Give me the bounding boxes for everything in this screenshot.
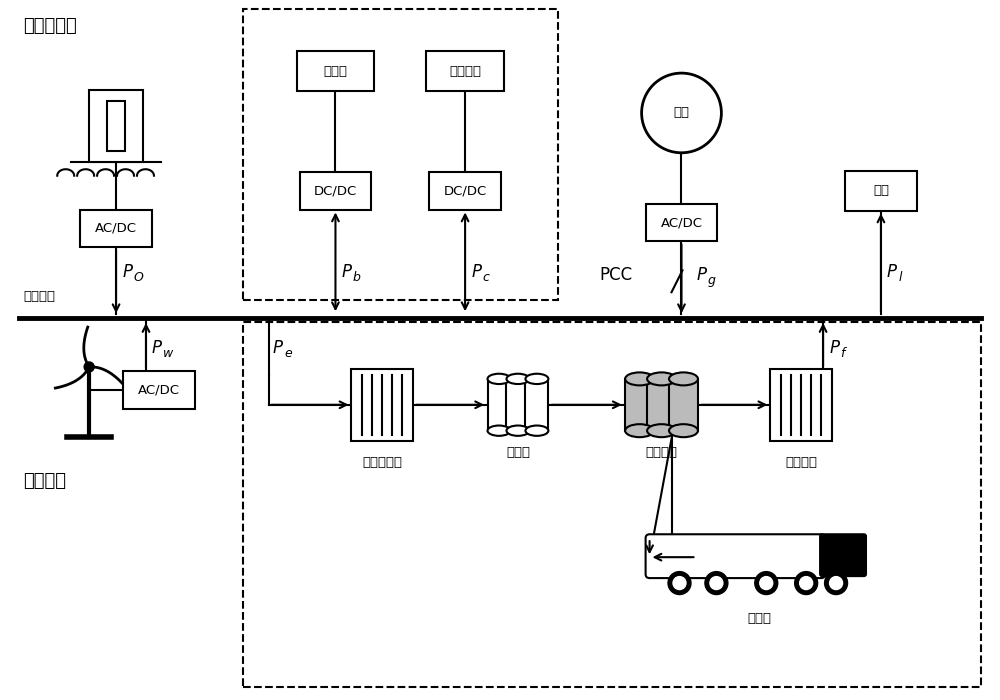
FancyBboxPatch shape — [625, 379, 654, 430]
Ellipse shape — [625, 424, 654, 438]
Text: 超级电容: 超级电容 — [449, 64, 481, 78]
Ellipse shape — [488, 374, 510, 384]
Ellipse shape — [625, 372, 654, 386]
Ellipse shape — [506, 374, 529, 384]
Text: AC/DC: AC/DC — [95, 222, 137, 235]
Text: P: P — [341, 263, 351, 281]
Text: 锂电池: 锂电池 — [323, 64, 347, 78]
Text: 海洋能发电: 海洋能发电 — [23, 18, 77, 35]
FancyBboxPatch shape — [80, 209, 152, 247]
Ellipse shape — [669, 372, 698, 386]
Circle shape — [668, 572, 691, 594]
Text: c: c — [483, 272, 489, 284]
Text: 液氢存储: 液氢存储 — [646, 446, 678, 459]
Text: 碱性电解槽: 碱性电解槽 — [362, 456, 402, 469]
Text: 直流母线: 直流母线 — [23, 290, 55, 303]
Text: 电网: 电网 — [673, 106, 689, 120]
Text: AC/DC: AC/DC — [660, 216, 702, 229]
Ellipse shape — [669, 424, 698, 438]
Ellipse shape — [647, 424, 676, 438]
FancyBboxPatch shape — [351, 369, 413, 440]
Text: 负载: 负载 — [873, 184, 889, 197]
FancyBboxPatch shape — [820, 534, 866, 576]
Circle shape — [755, 572, 778, 594]
Ellipse shape — [525, 426, 548, 436]
Text: PCC: PCC — [600, 266, 633, 284]
FancyBboxPatch shape — [506, 379, 529, 430]
Circle shape — [800, 577, 813, 589]
Ellipse shape — [525, 374, 548, 384]
Text: w: w — [163, 347, 174, 360]
FancyBboxPatch shape — [845, 171, 917, 211]
Circle shape — [710, 577, 723, 589]
Text: DC/DC: DC/DC — [443, 184, 487, 197]
FancyBboxPatch shape — [89, 90, 143, 162]
FancyBboxPatch shape — [297, 51, 374, 91]
Text: P: P — [471, 263, 481, 281]
Circle shape — [673, 577, 686, 589]
Text: 燃料电池: 燃料电池 — [785, 456, 817, 469]
FancyBboxPatch shape — [646, 534, 825, 578]
FancyBboxPatch shape — [107, 101, 125, 150]
Text: b: b — [353, 272, 361, 284]
Text: P: P — [273, 339, 283, 357]
FancyBboxPatch shape — [488, 379, 510, 430]
Text: AC/DC: AC/DC — [138, 384, 180, 396]
Text: 氢运输: 氢运输 — [747, 612, 771, 625]
Text: 风力发电: 风力发电 — [23, 473, 66, 491]
Circle shape — [84, 362, 94, 372]
Ellipse shape — [488, 426, 510, 436]
Text: 氢储能: 氢储能 — [506, 446, 530, 459]
FancyBboxPatch shape — [647, 379, 676, 430]
Text: P: P — [152, 339, 162, 357]
Text: P: P — [696, 266, 706, 284]
Text: DC/DC: DC/DC — [314, 184, 357, 197]
Text: f: f — [841, 347, 845, 360]
FancyBboxPatch shape — [646, 204, 717, 242]
FancyBboxPatch shape — [525, 379, 548, 430]
FancyBboxPatch shape — [300, 172, 371, 209]
Text: e: e — [284, 347, 292, 360]
Circle shape — [830, 577, 843, 589]
Text: P: P — [829, 339, 839, 357]
Circle shape — [795, 572, 818, 594]
FancyBboxPatch shape — [123, 371, 195, 409]
Text: P: P — [122, 263, 132, 281]
Text: O: O — [134, 272, 143, 284]
FancyBboxPatch shape — [770, 369, 832, 440]
Text: P: P — [887, 263, 897, 281]
Circle shape — [705, 572, 728, 594]
Ellipse shape — [647, 372, 676, 386]
Ellipse shape — [506, 426, 529, 436]
Circle shape — [760, 577, 773, 589]
Text: g: g — [708, 274, 716, 287]
FancyBboxPatch shape — [429, 172, 501, 209]
Circle shape — [825, 572, 848, 594]
FancyBboxPatch shape — [426, 51, 504, 91]
FancyBboxPatch shape — [669, 379, 698, 430]
Text: l: l — [898, 272, 902, 284]
